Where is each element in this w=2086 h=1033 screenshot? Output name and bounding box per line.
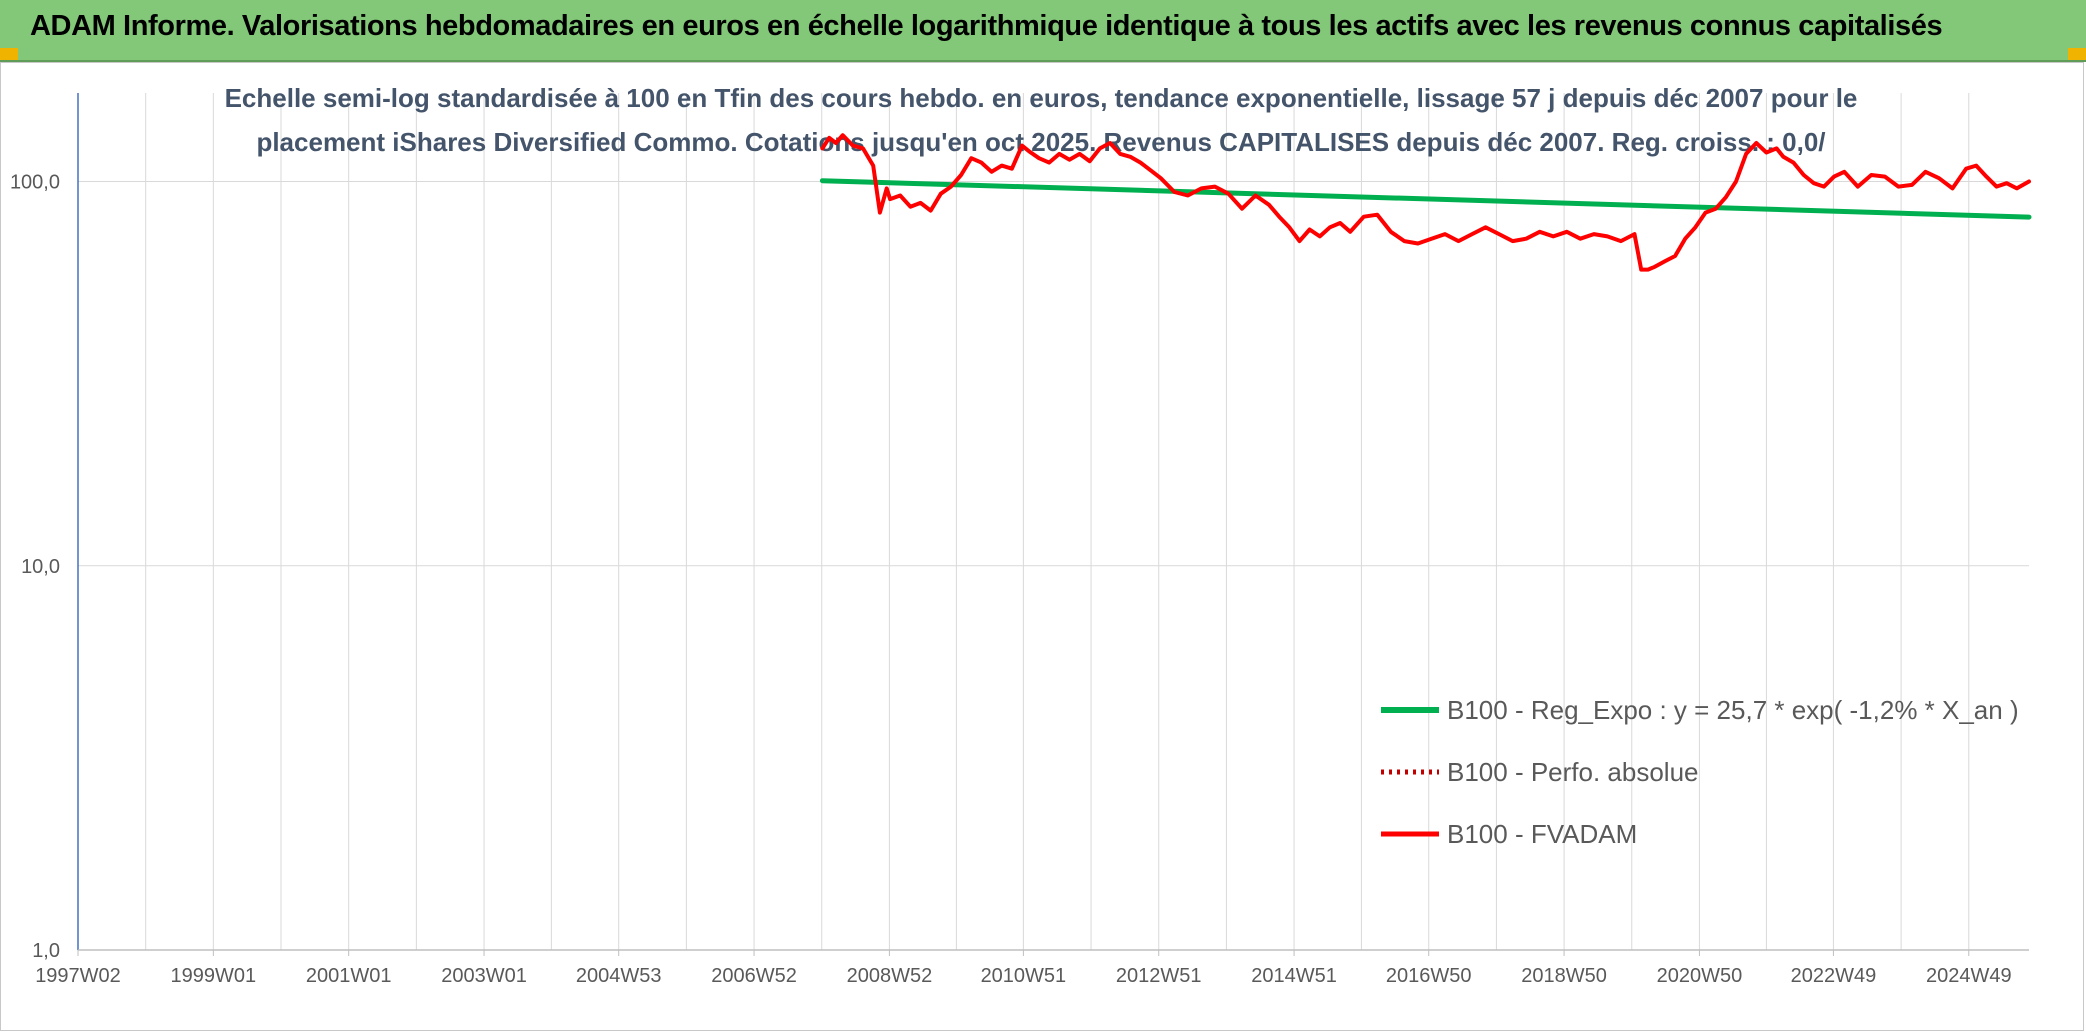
chart-subtitle-line-1: Echelle semi-log standardisée à 100 en T… (225, 83, 1858, 113)
y-tick-label: 10,0 (21, 556, 60, 578)
data-series (819, 133, 2032, 272)
x-tick-label: 1999W01 (171, 965, 257, 987)
x-tick-label: 2010W51 (981, 965, 1067, 987)
x-tick-label: 2008W52 (847, 965, 933, 987)
x-tick-label: 2004W53 (576, 965, 662, 987)
report-title: ADAM Informe. Valorisations hebdomadaire… (30, 10, 1943, 42)
x-tick-label: 2014W51 (1251, 965, 1337, 987)
corner-marker-top-right (2068, 48, 2086, 60)
chart-legend: B100 - Reg_Expo : y = 25,7 * exp( -1,2% … (1381, 695, 2019, 849)
axes: 100,0 10,0 1,0 1997W02 1999W01 2001W01 2003W01… (10, 93, 2029, 987)
x-tick-label: 2001W01 (306, 965, 392, 987)
fvadam-line (820, 133, 2031, 272)
x-tick-label: 2003W01 (441, 965, 527, 987)
x-tick-label: 2018W50 (1521, 965, 1607, 987)
y-tick-label: 100,0 (10, 172, 60, 194)
x-tick-label: 2016W50 (1386, 965, 1472, 987)
x-tick-label: 2012W51 (1116, 965, 1202, 987)
x-tick-label: 2020W50 (1657, 965, 1743, 987)
corner-marker-top-left (0, 48, 18, 60)
legend-label: B100 - Perfo. absolue (1447, 757, 1699, 787)
grid-lines (78, 93, 2029, 951)
legend-label: B100 - Reg_Expo : y = 25,7 * exp( -1,2% … (1447, 695, 2019, 725)
chart-area: 100,0 10,0 1,0 1997W02 1999W01 2001W01 2003W01… (0, 62, 2084, 1031)
x-tick-label: 2022W49 (1791, 965, 1877, 987)
chart-canvas: 100,0 10,0 1,0 1997W02 1999W01 2001W01 2003W01… (10, 83, 2032, 987)
x-tick-label: 1997W02 (35, 965, 121, 987)
chart-subtitle-line-2: placement iShares Diversified Commo. Cot… (256, 127, 1825, 157)
x-tick-label: 2006W52 (711, 965, 797, 987)
y-tick-label: 1,0 (32, 940, 60, 962)
x-tick-label: 2024W49 (1926, 965, 2012, 987)
legend-label: B100 - FVADAM (1447, 819, 1637, 849)
trend-line (819, 178, 2032, 220)
report-banner: ADAM Informe. Valorisations hebdomadaire… (0, 0, 2086, 62)
